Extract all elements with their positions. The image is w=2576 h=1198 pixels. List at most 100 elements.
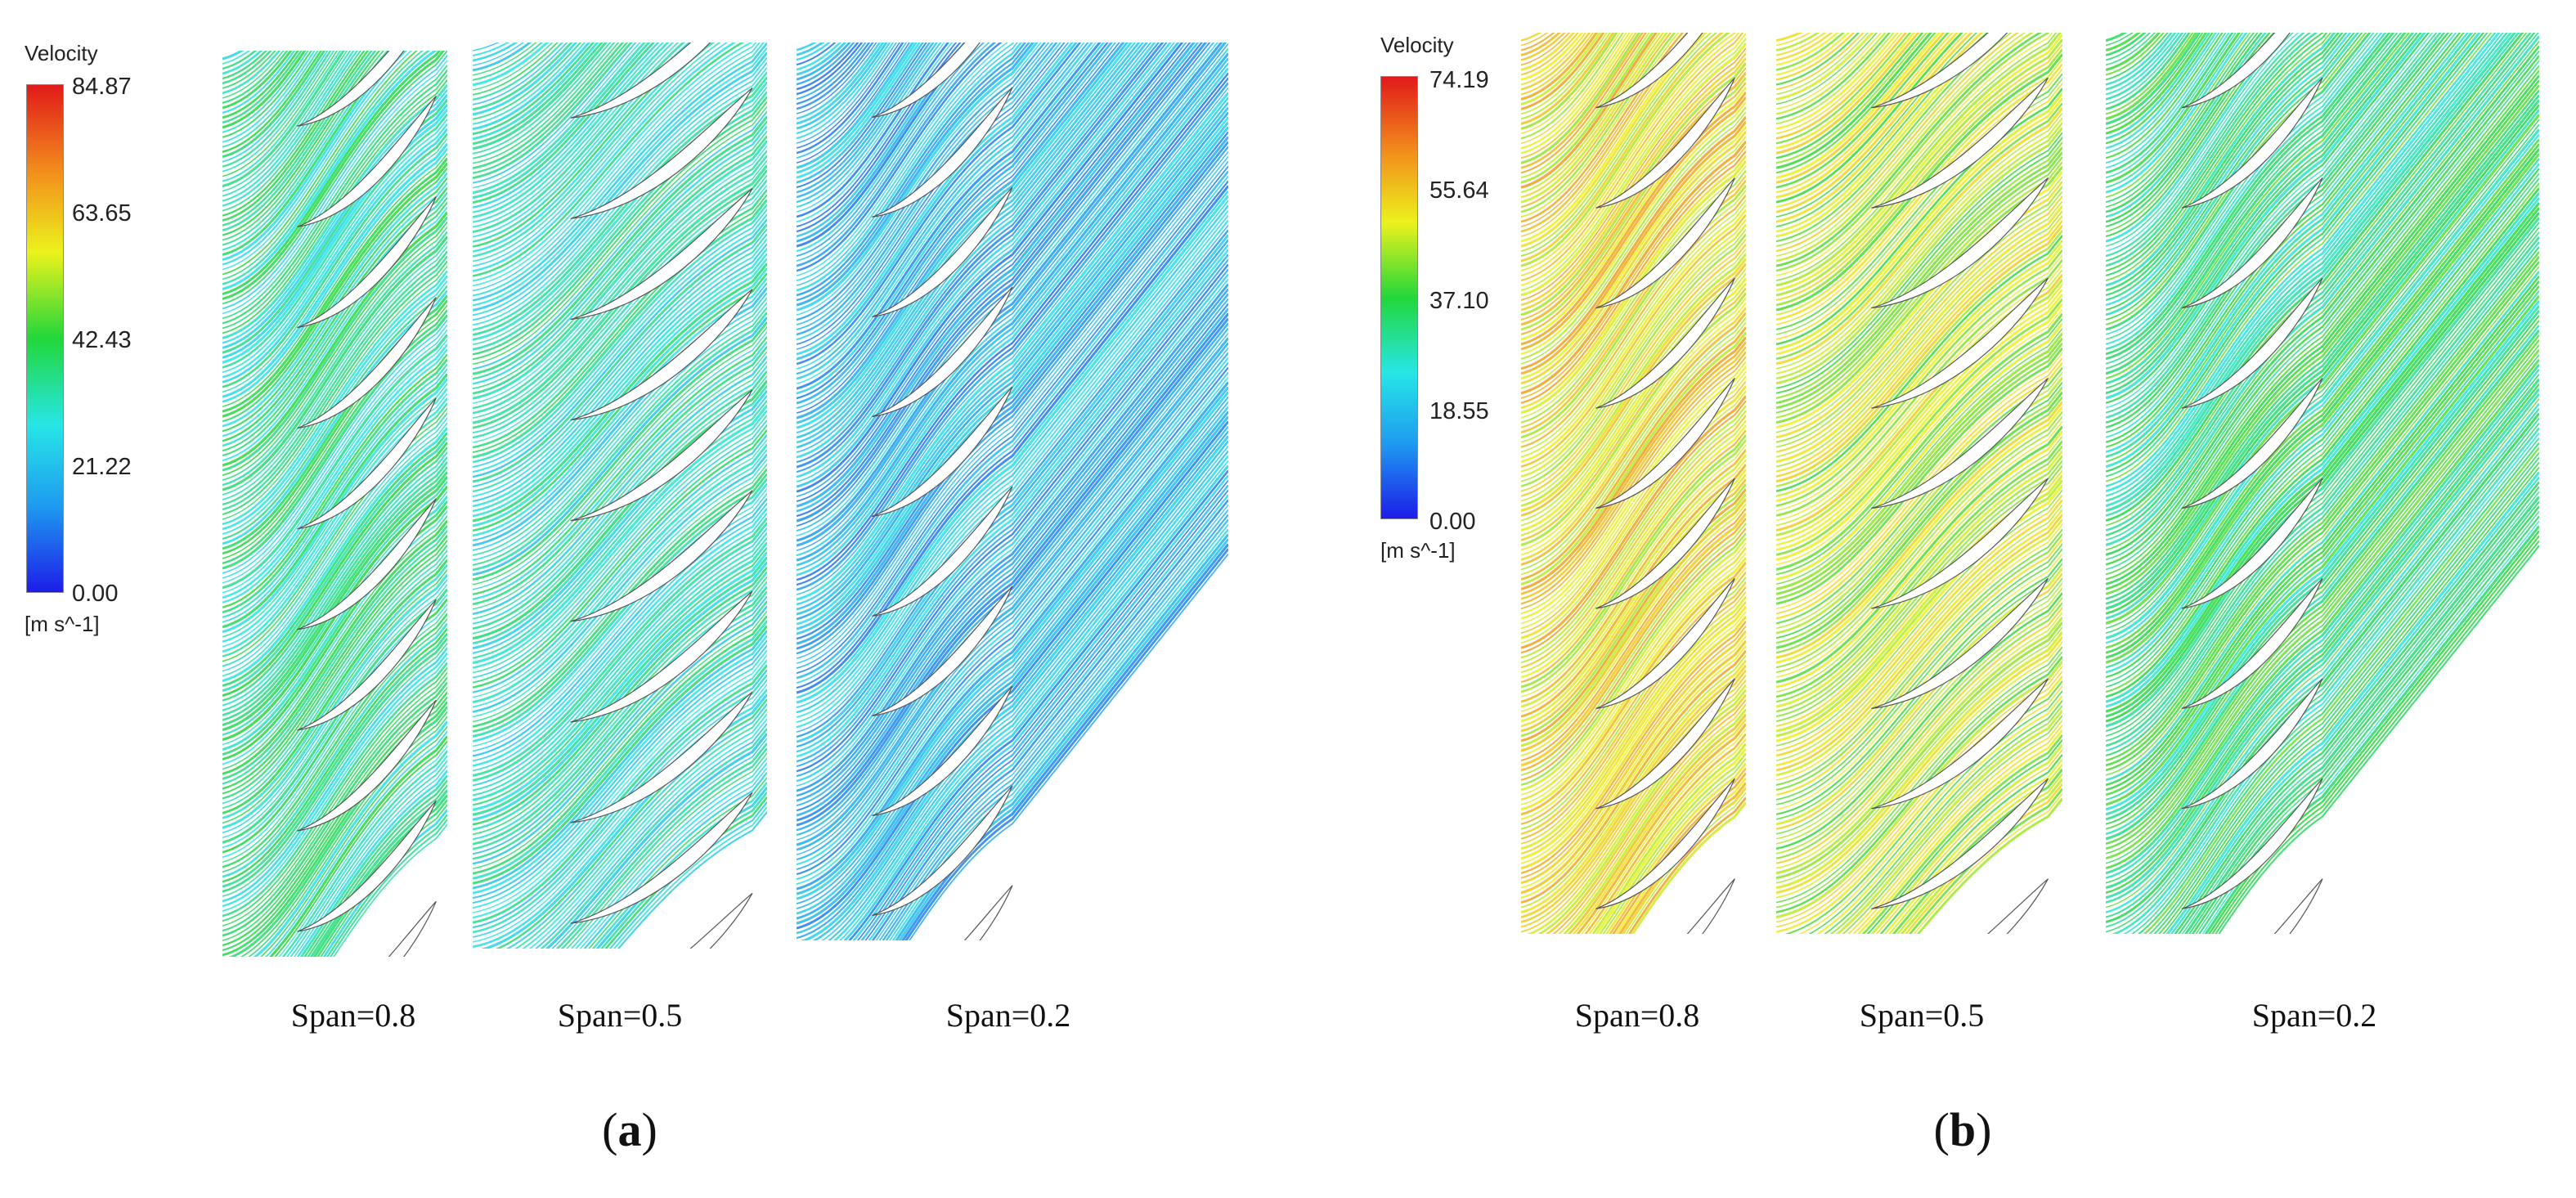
streamline bbox=[2106, 246, 2539, 757]
streamline bbox=[797, 43, 864, 96]
streamline bbox=[1521, 33, 1685, 223]
blade-outline bbox=[872, 186, 1013, 318]
streamline bbox=[566, 752, 767, 949]
streamline bbox=[473, 566, 767, 826]
streamline bbox=[1776, 563, 2062, 820]
streamline bbox=[1521, 33, 1661, 194]
streamline bbox=[797, 43, 1097, 384]
streamline bbox=[222, 540, 447, 795]
streamline bbox=[2106, 256, 2539, 767]
streamline bbox=[1776, 230, 2062, 487]
streamline bbox=[222, 182, 447, 437]
streamline bbox=[1776, 33, 2006, 243]
streamline bbox=[797, 420, 1228, 930]
streamline bbox=[1521, 33, 1576, 71]
streamline bbox=[1776, 210, 2062, 468]
streamline bbox=[1584, 733, 1746, 934]
streamline bbox=[797, 43, 895, 140]
legend-tick: 18.55 bbox=[1429, 398, 1489, 424]
streamline bbox=[1776, 166, 2062, 424]
streamline bbox=[222, 545, 447, 800]
streamline bbox=[1776, 224, 2062, 483]
streamline bbox=[222, 343, 447, 599]
streamline bbox=[1588, 738, 1746, 934]
streamline bbox=[473, 43, 646, 195]
streamline bbox=[222, 221, 447, 476]
streamline bbox=[1776, 489, 2062, 747]
streamline bbox=[222, 666, 447, 922]
blade-outline bbox=[1871, 377, 2049, 509]
streamline bbox=[797, 43, 1106, 395]
streamline bbox=[473, 233, 767, 493]
streamline bbox=[1521, 223, 1746, 478]
streamline bbox=[473, 96, 767, 356]
streamline bbox=[797, 190, 1228, 699]
streamline bbox=[1521, 405, 1746, 659]
streamline bbox=[2106, 33, 2165, 76]
streamline bbox=[1567, 713, 1746, 934]
blade-outline bbox=[1871, 577, 2049, 710]
streamline bbox=[222, 437, 447, 693]
streamline bbox=[222, 79, 447, 334]
streamline bbox=[797, 43, 962, 233]
streamline bbox=[1625, 792, 1746, 934]
streamline bbox=[473, 571, 767, 831]
streamline bbox=[797, 43, 1102, 390]
streamline bbox=[222, 535, 447, 790]
streamline bbox=[1776, 460, 2062, 718]
streamline bbox=[1521, 33, 1608, 115]
streamline bbox=[797, 322, 1228, 832]
streamline bbox=[222, 324, 447, 579]
streamline bbox=[1521, 326, 1746, 581]
streamline bbox=[473, 43, 612, 155]
streamline bbox=[1776, 220, 2062, 478]
streamline bbox=[797, 411, 1228, 920]
streamline bbox=[1776, 200, 2062, 458]
streamline bbox=[2106, 33, 2271, 223]
streamline bbox=[473, 43, 625, 169]
streamline bbox=[1521, 33, 1637, 159]
streamline bbox=[2106, 33, 2411, 379]
blade-outline bbox=[2181, 33, 2291, 109]
streamline bbox=[1521, 33, 1645, 169]
streamline bbox=[1879, 754, 2062, 934]
streamline bbox=[797, 43, 981, 253]
streamline bbox=[473, 43, 633, 180]
streamline bbox=[1776, 92, 2062, 351]
streamline bbox=[1521, 572, 1746, 825]
streamline bbox=[1521, 38, 1746, 291]
streamline bbox=[797, 347, 1228, 855]
blade-outline bbox=[2181, 277, 2323, 409]
streamline bbox=[473, 43, 543, 81]
streamline bbox=[473, 43, 637, 184]
streamline bbox=[1776, 518, 2062, 777]
streamline bbox=[473, 512, 767, 772]
streamline bbox=[473, 502, 767, 762]
streamline bbox=[222, 51, 332, 168]
blade-outline bbox=[872, 87, 1013, 218]
streamline bbox=[797, 43, 882, 120]
streamline bbox=[222, 265, 447, 520]
blade-outline bbox=[2181, 577, 2323, 710]
streamline bbox=[1521, 439, 1746, 693]
streamline bbox=[797, 72, 1228, 581]
streamline bbox=[1521, 400, 1746, 654]
streamline bbox=[473, 43, 573, 111]
streamline bbox=[608, 801, 767, 949]
streamline-panel bbox=[1776, 33, 2062, 934]
streamline bbox=[2106, 33, 2290, 243]
streamline bbox=[797, 195, 1228, 704]
streamline bbox=[2106, 33, 2383, 345]
streamline bbox=[2106, 33, 2328, 277]
streamline bbox=[1776, 33, 1892, 120]
streamline bbox=[1521, 33, 1561, 56]
streamline bbox=[222, 491, 447, 746]
streamline bbox=[1776, 568, 2062, 826]
streamline bbox=[222, 55, 447, 310]
streamline bbox=[797, 352, 1228, 861]
streamline bbox=[1776, 33, 1908, 140]
streamline bbox=[1521, 424, 1746, 679]
blade-outline bbox=[1686, 878, 1735, 934]
streamline bbox=[2106, 33, 2524, 522]
streamline bbox=[473, 101, 767, 361]
